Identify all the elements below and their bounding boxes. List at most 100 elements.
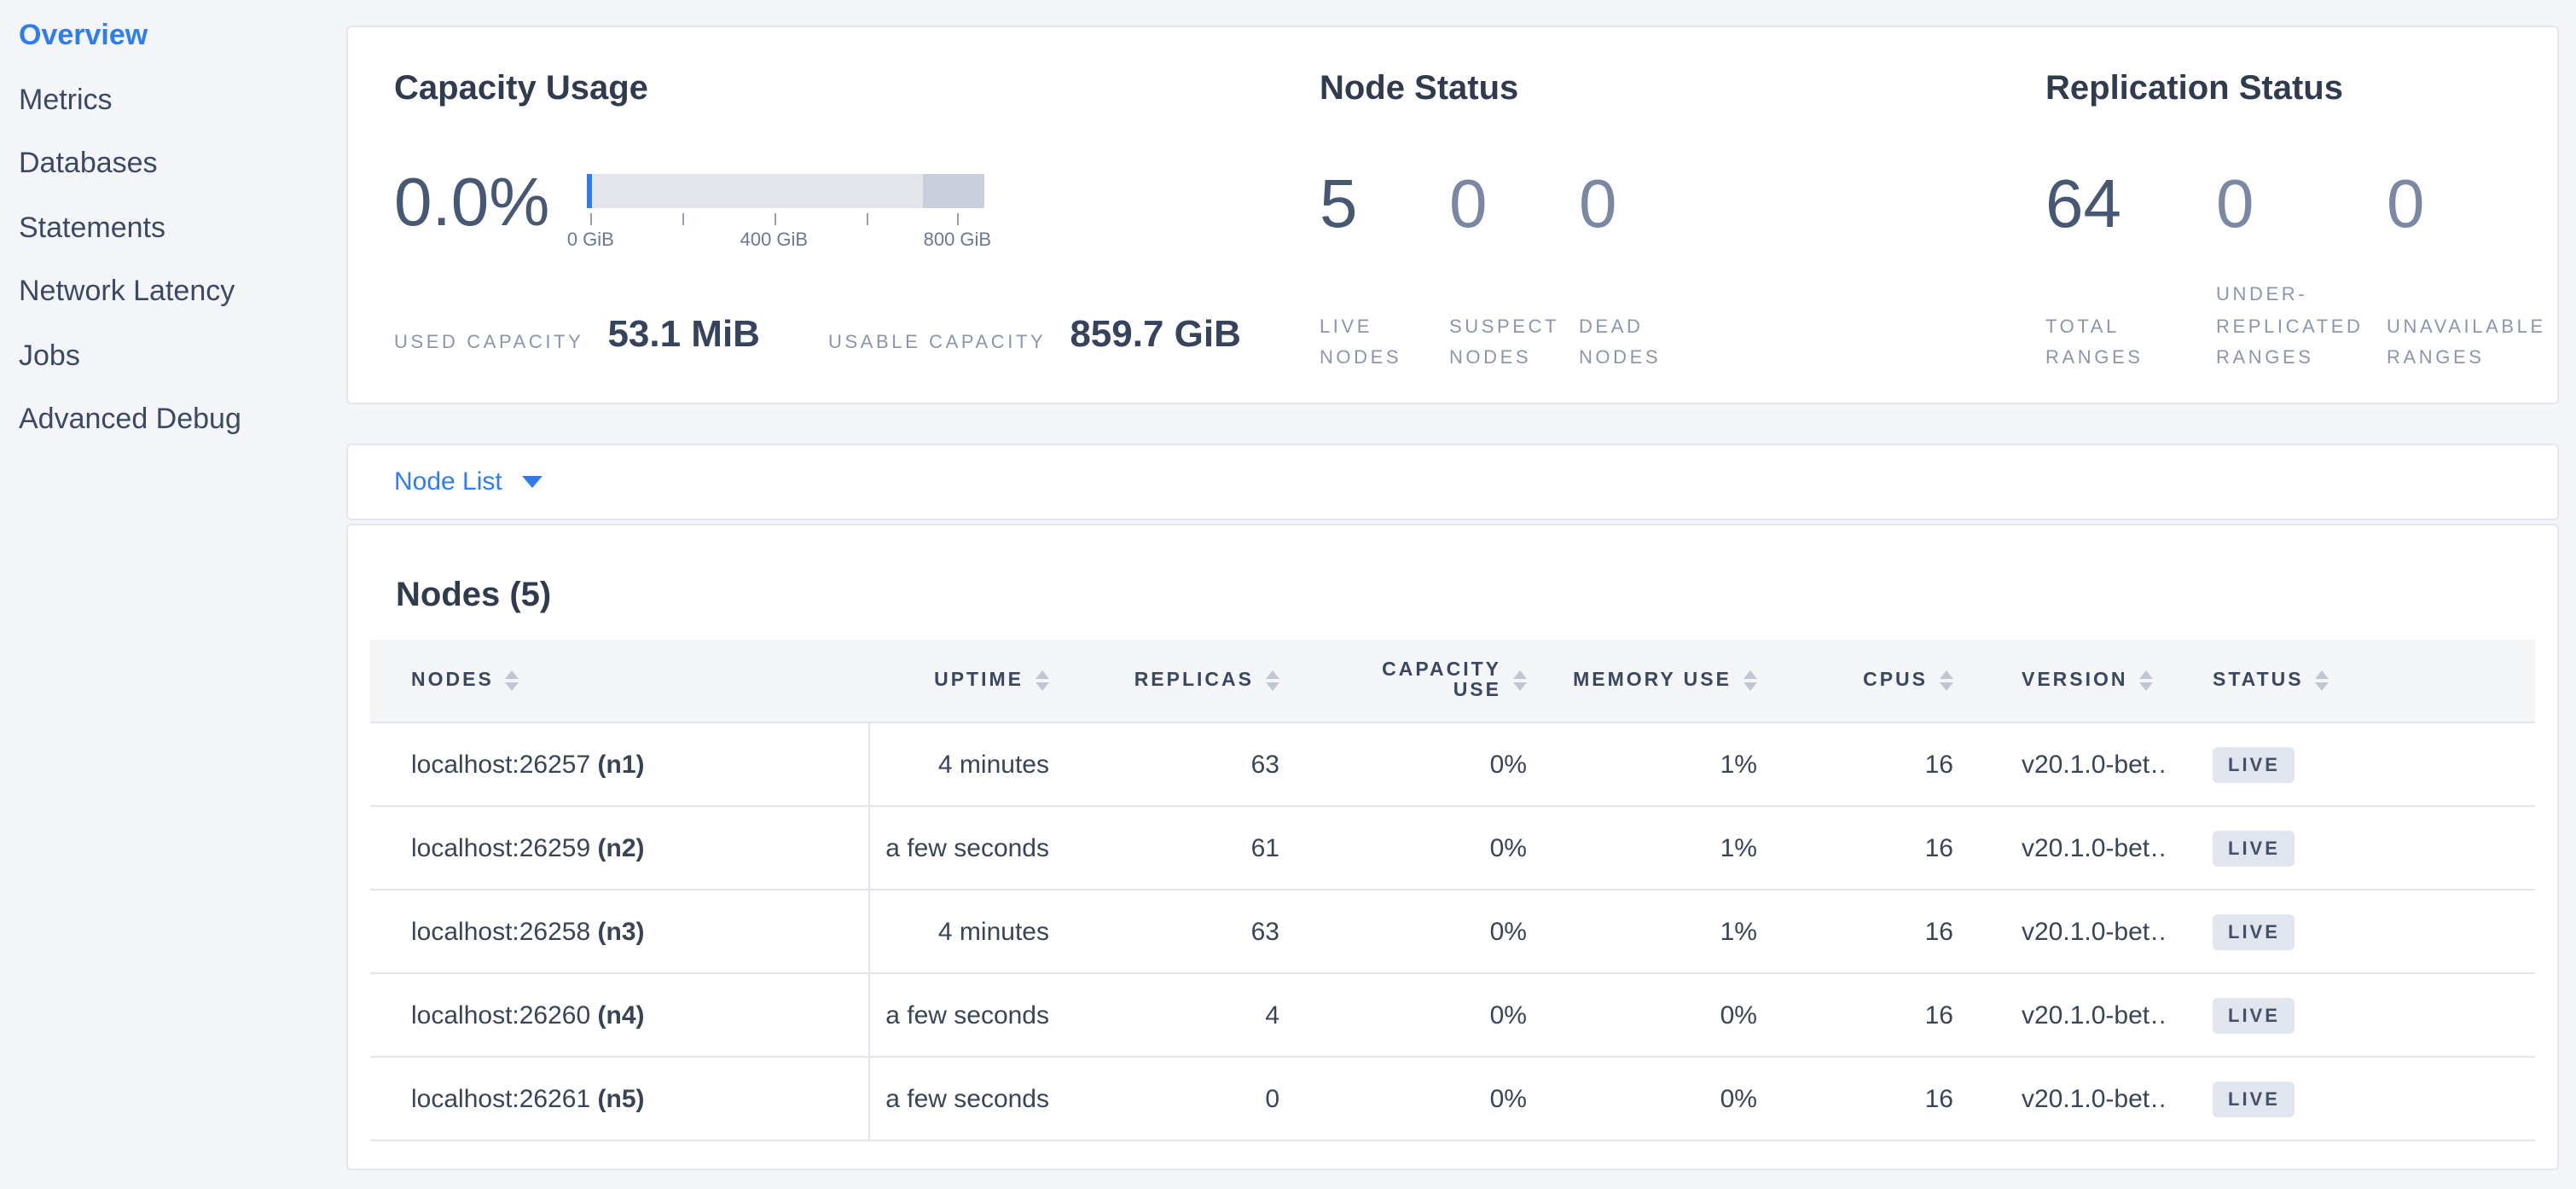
node-id: (n4) [597,1000,645,1030]
column-header-uptime[interactable]: UPTIME [868,640,1073,723]
node-id: (n3) [597,917,645,946]
node-address-cell[interactable]: localhost:26258 (n3) [370,890,869,974]
summary-stat: 0 UNDER-REPLICATED RANGES [2216,164,2387,375]
column-header-status[interactable]: STATUS [2168,640,2373,723]
sort-arrows-icon[interactable] [2139,670,2154,691]
column-header-label: MEMORY USE [1573,670,1732,691]
sidebar-item-jobs[interactable]: Jobs [19,339,80,371]
main-content: Capacity Usage 0.0% [346,0,2559,1170]
cluster-summary-card: Capacity Usage 0.0% [346,26,2559,404]
usable-capacity-value: 859.7 GiB [1070,312,1241,355]
chevron-down-icon[interactable] [522,476,543,488]
filler-cell [2373,890,2535,974]
nodes-table: NODES UPTIME REPLICAS CAPACITY USE MEMORY US… [370,640,2535,1141]
node-address: localhost:26258 [411,917,591,946]
memory-use-cell: 1% [1551,890,1781,974]
node-status-section: Node Status 5 LIVE NODES 0 SUSPECT NODES 0 DE… [1320,27,2045,403]
sidebar-item-databases[interactable]: Databases [19,147,158,179]
status-badge: LIVE [2213,914,2295,949]
column-header-capacity-use[interactable]: CAPACITY USE [1303,640,1551,723]
column-header-label: NODES [411,670,494,691]
usable-capacity-label: USABLE CAPACITY [827,333,1047,354]
cpus-cell: 16 [1781,890,1977,974]
column-header-label: CAPACITY USE [1382,660,1501,701]
column-header-cpus[interactable]: CPUS [1781,640,1977,723]
column-header-replicas[interactable]: REPLICAS [1073,640,1303,723]
status-cell: LIVE [2168,806,2373,890]
summary-stat-label: DEAD NODES [1578,316,1662,369]
sidebar-item-advanced-debug[interactable]: Advanced Debug [19,403,241,435]
status-badge: LIVE [2213,746,2295,782]
sidebar-item-metrics[interactable]: Metrics [19,83,113,115]
filler-cell [2373,1057,2535,1141]
memory-use-cell: 0% [1551,973,1781,1058]
memory-use-cell: 1% [1551,806,1781,890]
sort-arrows-icon[interactable] [505,670,519,691]
sort-arrows-icon[interactable] [1036,670,1049,691]
capacity-use-cell: 0% [1303,806,1551,890]
filler-cell [2373,806,2535,890]
capacity-use-cell: 0% [1303,890,1551,974]
version-cell: v20.1.0-bet… [1977,890,2168,974]
table-row: localhost:26258 (n3) 4 minutes 63 0% 1% 16 v20… [370,890,2535,974]
memory-use-cell: 0% [1551,1057,1781,1141]
node-address-cell[interactable]: localhost:26260 (n4) [370,973,869,1058]
summary-stat-label: UNDER-REPLICATED RANGES [2216,284,2364,369]
node-address: localhost:26260 [411,1000,591,1030]
node-status-title: Node Status [1319,70,1519,107]
sidebar-item-statements[interactable]: Statements [19,211,165,243]
node-address-cell[interactable]: localhost:26259 (n2) [370,806,869,890]
table-row: localhost:26259 (n2) a few seconds 61 0% 1% 1… [370,806,2535,890]
summary-stat-label: UNAVAILABLE RANGES [2387,316,2546,369]
node-id: (n2) [597,833,645,862]
gauge-tick-label-0: 0 GiB [566,230,614,251]
column-header-version[interactable]: VERSION [1977,640,2168,723]
summary-stat-label: SUSPECT NODES [1448,316,1559,369]
capacity-usage-title: Capacity Usage [394,70,648,107]
cpus-cell: 16 [1781,973,1977,1058]
summary-stat: 0 DEAD NODES [1579,164,1709,375]
column-header-label: UPTIME [934,670,1024,691]
summary-stat-label: TOTAL RANGES [2045,316,2144,369]
capacity-usage-section: Capacity Usage 0.0% [348,27,1320,403]
summary-stat-value: 0 [1448,167,1488,242]
status-cell: LIVE [2168,722,2373,807]
sidebar-item-network-latency[interactable]: Network Latency [19,275,235,307]
replicas-cell: 61 [1073,806,1303,890]
summary-stat-value: 0 [2216,167,2254,242]
table-row: localhost:26257 (n1) 4 minutes 63 0% 1% 16 v20… [370,722,2535,807]
sort-arrows-icon[interactable] [2315,670,2329,691]
summary-stat-value: 5 [1319,167,1358,242]
sort-arrows-icon[interactable] [1513,670,1527,691]
table-row: localhost:26260 (n4) a few seconds 4 0% 0% 16… [370,973,2535,1058]
summary-stat-value: 64 [2045,167,2121,242]
sort-arrows-icon[interactable] [1266,670,1279,691]
node-address-cell[interactable]: localhost:26261 (n5) [370,1057,869,1141]
sort-arrows-icon[interactable] [1940,670,1953,691]
sort-arrows-icon[interactable] [1743,670,1757,691]
capacity-gauge-used-segment [587,174,593,208]
column-header-memory-use[interactable]: MEMORY USE [1551,640,1781,723]
column-header-label: CPUS [1863,670,1928,691]
capacity-gauge-ticks [587,213,984,225]
capacity-use-cell: 0% [1303,722,1551,807]
node-id: (n1) [597,750,645,779]
capacity-use-cell: 0% [1303,1057,1551,1141]
version-cell: v20.1.0-bet… [1977,1057,2168,1141]
column-header-label: STATUS [2213,670,2304,691]
status-badge: LIVE [2213,830,2295,866]
sidebar-item-overview[interactable]: Overview [19,19,148,51]
column-header-nodes[interactable]: NODES [370,640,868,723]
column-header-label: VERSION [2022,670,2128,691]
uptime-cell: a few seconds [868,973,1073,1058]
node-address: localhost:26261 [411,1084,591,1113]
summary-stat-value: 0 [1578,167,1617,242]
capacity-percent-value: 0.0% [394,165,550,241]
node-list-dropdown[interactable]: Node List [346,444,2559,520]
node-list-dropdown-label[interactable]: Node List [394,467,502,496]
capacity-gauge: 0 GiB 400 GiB 800 GiB [567,174,991,254]
nodes-table-header-row: NODES UPTIME REPLICAS CAPACITY USE MEMORY US… [370,640,2535,723]
uptime-cell: 4 minutes [868,890,1073,974]
summary-stat: 0 SUSPECT NODES [1449,164,1579,375]
node-address-cell[interactable]: localhost:26257 (n1) [370,722,869,807]
